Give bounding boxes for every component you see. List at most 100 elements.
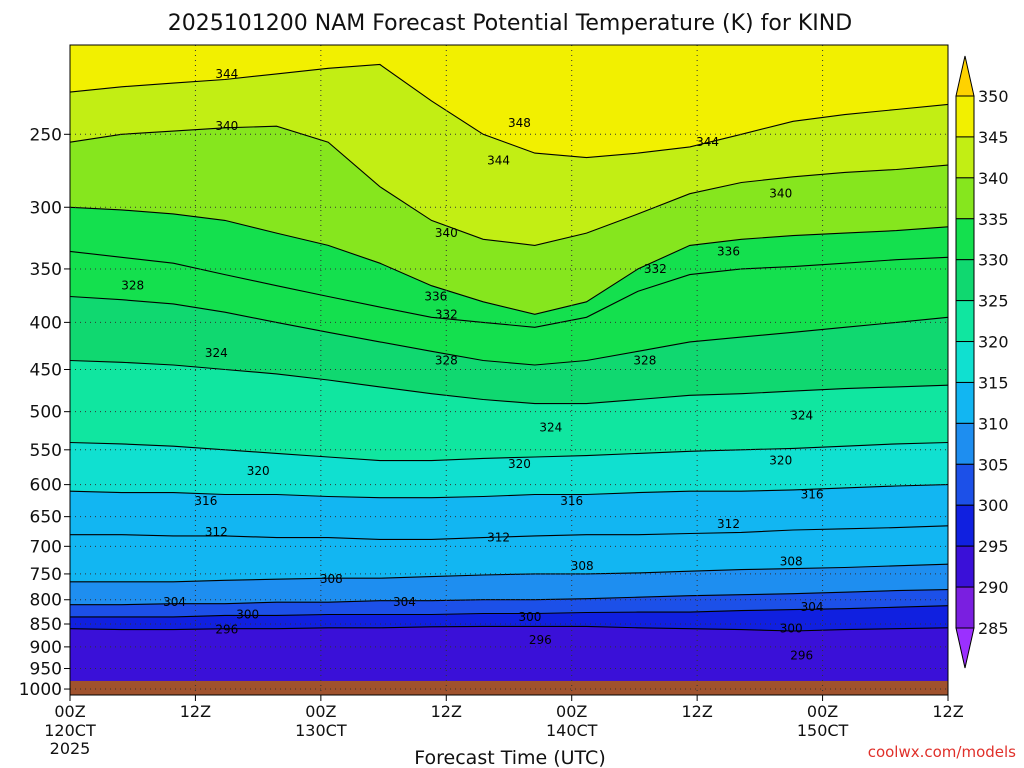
x-tick-date: 130CT — [295, 721, 347, 740]
contour-300 — [70, 605, 949, 618]
contour-label: 300 — [780, 622, 803, 636]
colorbar-label: 300 — [978, 496, 1009, 515]
band-316 — [70, 442, 948, 498]
contour-316 — [69, 484, 949, 499]
contour-label: 316 — [801, 488, 824, 502]
contour-label: 296 — [790, 649, 813, 663]
x-axis-label: Forecast Time (UTC) — [414, 747, 605, 768]
colorbar-segment — [955, 545, 975, 588]
x-tick-date: 120CT — [44, 721, 96, 740]
colorbar-segment — [955, 422, 975, 465]
colorbar-label: 285 — [978, 619, 1009, 638]
colorbar-segment — [955, 463, 975, 506]
x-tick-label: 00Z — [305, 702, 336, 721]
contour-328 — [69, 295, 949, 366]
colorbar-segment — [955, 95, 975, 138]
y-tick-label: 800 — [30, 591, 62, 611]
contour-label: 324 — [790, 409, 813, 423]
colorbar-label: 320 — [978, 333, 1009, 352]
colorbar-segment — [955, 381, 975, 424]
colorbar-label: 315 — [978, 373, 1009, 392]
y-tick-label: 700 — [30, 537, 62, 557]
band-top — [70, 45, 948, 158]
y-tick-label: 300 — [30, 198, 62, 218]
x-tick-date: 150CT — [797, 721, 849, 740]
contour-label: 328 — [633, 354, 656, 368]
colorbar: 350 345 340 335 330 325 320 315 310 305 300 295 290 2… — [955, 55, 1009, 669]
contour-304 — [70, 589, 949, 606]
colorbar-label: 295 — [978, 537, 1009, 556]
y-tick-label: 500 — [30, 403, 62, 423]
contour-344 — [69, 63, 949, 159]
colorbar-label: 340 — [978, 169, 1009, 188]
colorbar-label: 350 — [978, 87, 1009, 106]
colorbar-label: 325 — [978, 292, 1009, 311]
contour-label: 340 — [435, 226, 458, 240]
colorbar-segment — [955, 218, 975, 261]
band-336 — [70, 126, 948, 315]
y-tick-label: 950 — [30, 660, 62, 680]
x-tick-label: 00Z — [807, 702, 838, 721]
contour-label: 340 — [215, 119, 238, 133]
colorbar-segment — [955, 136, 975, 179]
colorbar-segment — [955, 504, 975, 547]
contour-324 — [69, 359, 949, 405]
y-tick-label: 250 — [30, 125, 62, 145]
contour-340 — [69, 125, 949, 246]
y-tick-label: 1000 — [19, 680, 62, 700]
y-tick-label: 900 — [30, 638, 62, 658]
band-328 — [70, 251, 948, 365]
credit-text: coolwx.com/models — [868, 743, 1016, 761]
contour-332 — [69, 250, 949, 328]
y-axis: 250 300 350 400 450 500 550 600 650 700 750 800 850 9… — [19, 125, 70, 700]
colorbar-label: 345 — [978, 128, 1009, 147]
contour-312 — [70, 525, 949, 540]
contour-336 — [69, 206, 949, 315]
contour-320 — [69, 441, 949, 462]
colorbar-segment — [955, 300, 975, 343]
band-324 — [70, 296, 948, 404]
contour-label: 296 — [215, 623, 238, 637]
color-bands — [70, 45, 948, 695]
contour-label: 336 — [717, 244, 740, 258]
contour-label: 348 — [508, 116, 531, 130]
x-tick-date: 140CT — [546, 721, 598, 740]
x-tick-label: 12Z — [431, 702, 462, 721]
y-tick-label: 850 — [30, 615, 62, 635]
contour-308 — [70, 563, 949, 583]
y-tick-label: 600 — [30, 476, 62, 496]
colorbar-segment — [955, 586, 975, 629]
contour-label: 304 — [801, 600, 824, 614]
contour-label: 320 — [508, 457, 531, 471]
x-tick-year: 2025 — [50, 739, 91, 758]
x-tick-label: 00Z — [556, 702, 587, 721]
y-tick-label: 450 — [30, 361, 62, 381]
contour-label: 316 — [194, 494, 217, 508]
contour-label: 296 — [529, 633, 552, 647]
plot-area: 344 340 348 344 344 340 340 336 332 328 336 332 328 3… — [69, 44, 949, 696]
colorbar-label: 310 — [978, 414, 1009, 433]
x-tick-label: 12Z — [681, 702, 712, 721]
y-tick-label: 550 — [30, 441, 62, 461]
contour-label: 344 — [487, 154, 510, 168]
colorbar-segment — [955, 177, 975, 220]
contour-label: 328 — [121, 279, 144, 293]
y-tick-label: 350 — [30, 260, 62, 280]
colorbar-label: 330 — [978, 251, 1009, 270]
contour-label: 324 — [205, 346, 228, 360]
contour-label: 320 — [769, 454, 792, 468]
x-tick-label: 12Z — [180, 702, 211, 721]
band-312 — [70, 484, 948, 540]
contour-label: 304 — [393, 595, 416, 609]
band-300 — [70, 589, 948, 617]
surface-fill — [70, 680, 948, 695]
surface-layer — [70, 680, 948, 695]
x-tick-label: 00Z — [54, 702, 85, 721]
contour-label: 320 — [247, 464, 270, 478]
contour-label: 328 — [435, 354, 458, 368]
contour-label: 332 — [435, 307, 458, 321]
contour-296 — [69, 625, 949, 632]
contour-label: 308 — [571, 559, 594, 573]
contour-label: 312 — [717, 517, 740, 531]
